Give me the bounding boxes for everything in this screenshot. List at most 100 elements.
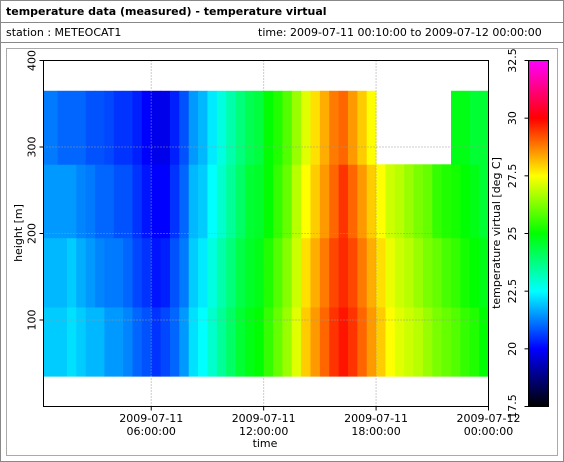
heat-cell (385, 164, 396, 239)
heat-cell (132, 237, 143, 308)
heat-cell (188, 164, 199, 239)
heat-cell (226, 237, 236, 308)
heat-cell (113, 307, 124, 377)
heat-cell (132, 307, 143, 377)
heat-cell (310, 164, 321, 239)
heat-cell (479, 164, 489, 239)
plot-frame (6, 48, 558, 456)
heat-cell (282, 164, 293, 239)
heat-cell (376, 237, 386, 308)
heat-cell (469, 307, 480, 377)
heat-cell (244, 307, 255, 377)
colorbar-tick-label: 20 (506, 342, 519, 356)
heat-cell (104, 90, 115, 165)
heat-cell (57, 237, 68, 308)
heat-cell (151, 307, 162, 377)
heat-cell (188, 307, 199, 377)
heat-cell (85, 90, 96, 165)
heat-cell (66, 307, 77, 377)
heat-cell (141, 307, 152, 377)
heat-cell (347, 90, 358, 165)
heat-cell (113, 164, 124, 239)
colorbar-label: temperature virtual [deg C] (490, 157, 503, 309)
heat-cell (366, 164, 377, 239)
heat-cell (282, 237, 293, 308)
heat-cell (207, 164, 218, 239)
heat-cell (273, 237, 283, 308)
heat-cell (319, 90, 330, 165)
heat-cell (282, 90, 293, 165)
heat-cell (95, 307, 105, 377)
heat-cell (413, 307, 424, 377)
heat-cell (43, 164, 58, 239)
heat-cell (479, 90, 489, 165)
heat-cell (357, 237, 368, 308)
heat-cell (263, 164, 274, 239)
heat-cell (104, 307, 115, 377)
heat-cell (413, 164, 424, 239)
heat-cell (141, 237, 152, 308)
heat-cell (469, 90, 480, 165)
heat-cell (376, 164, 386, 239)
heat-cell (123, 164, 133, 239)
heat-cell (254, 164, 265, 239)
heat-cell (301, 237, 311, 308)
heat-cell (404, 164, 414, 239)
heat-cell (329, 237, 340, 308)
x-tick-label: 2009-07-11 06:00:00 (119, 411, 184, 438)
heat-cell (422, 237, 433, 308)
heat-cell (151, 237, 162, 308)
heat-cell (404, 237, 414, 308)
heat-cell (179, 164, 190, 239)
heat-cell (329, 164, 340, 239)
heat-cell (329, 90, 340, 165)
heat-cell (95, 90, 105, 165)
heat-cell (263, 90, 274, 165)
heat-cell (235, 237, 246, 308)
heat-cell (169, 164, 180, 239)
colorbar (528, 60, 549, 407)
heat-cell (226, 307, 236, 377)
heat-cell (347, 237, 358, 308)
colorbar-tick-label: 17.5 (506, 394, 519, 419)
heat-cell (76, 164, 87, 239)
heat-cell (85, 164, 96, 239)
colorbar-tick-label: 22.5 (506, 279, 519, 304)
heat-cell (291, 164, 302, 239)
heat-cell (235, 164, 246, 239)
heat-cell (207, 237, 218, 308)
heat-cell (441, 164, 452, 239)
heat-cell (385, 237, 396, 308)
heat-cell (141, 164, 152, 239)
heat-cell (432, 164, 443, 239)
heat-cell (95, 164, 105, 239)
heat-cell (43, 90, 58, 165)
heat-cell (273, 90, 283, 165)
heat-cell (179, 90, 190, 165)
heat-cell (451, 307, 461, 377)
y-tick-label: 300 (26, 137, 39, 158)
heat-cell (469, 237, 480, 308)
heat-cell (366, 307, 377, 377)
heat-cell (432, 307, 443, 377)
heat-cell (113, 237, 124, 308)
heat-cell (301, 164, 311, 239)
heat-cell (263, 307, 274, 377)
heat-cell (169, 307, 180, 377)
heat-cell (310, 237, 321, 308)
heat-cell (394, 164, 405, 239)
heat-cell (226, 90, 236, 165)
heat-cell (319, 164, 330, 239)
heat-cell (310, 90, 321, 165)
x-tick-label: 2009-07-11 12:00:00 (231, 411, 296, 438)
heat-cell (338, 90, 349, 165)
heat-cell (479, 307, 489, 377)
heat-cell (422, 164, 433, 239)
heat-cell (160, 164, 171, 239)
heat-cell (132, 164, 143, 239)
heat-cell (216, 237, 227, 308)
heat-cell (235, 307, 246, 377)
heat-cell (263, 237, 274, 308)
